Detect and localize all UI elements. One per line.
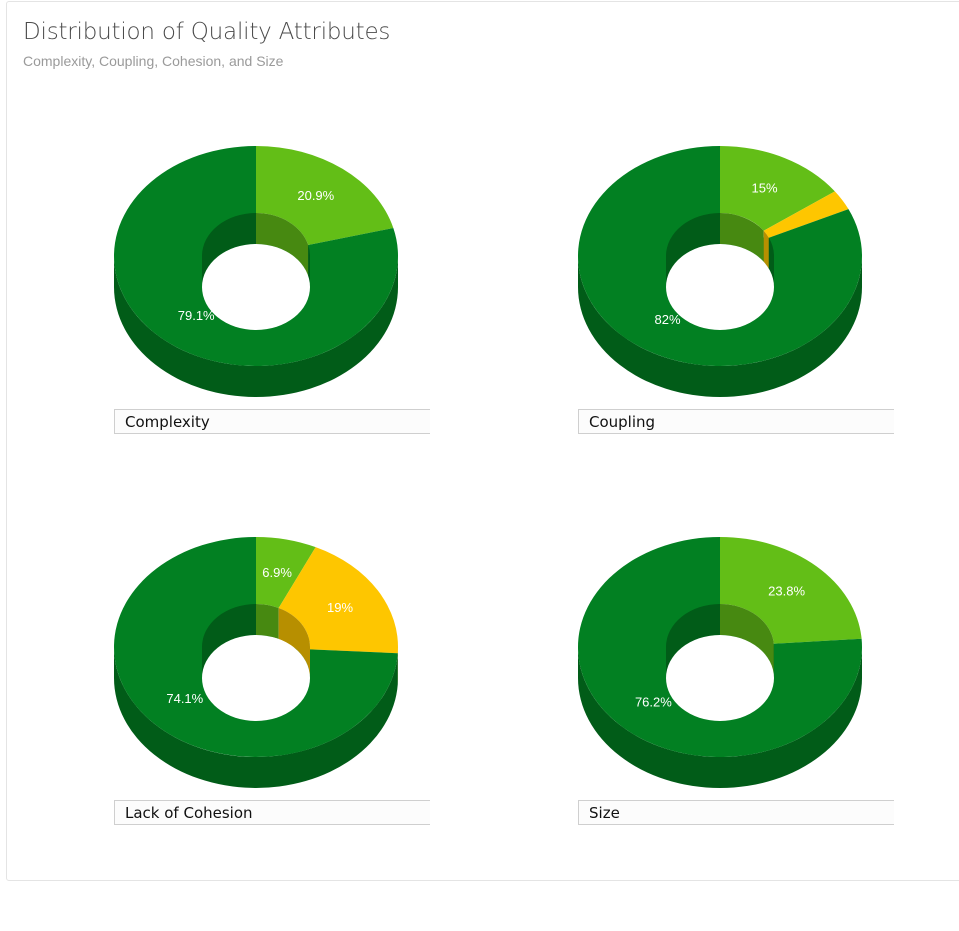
donut-chart: 6.9% 19% 74.1% bbox=[114, 531, 414, 791]
chart-label[interactable]: Coupling bbox=[578, 409, 894, 434]
chart-complexity: 20.9% 79.1% Complexity bbox=[114, 140, 474, 540]
data-label: 76.2% bbox=[635, 695, 672, 710]
data-label: 19% bbox=[327, 600, 353, 615]
pie-inner-wall bbox=[256, 604, 279, 639]
chart-label[interactable]: Size bbox=[578, 800, 894, 825]
data-label: 74.1% bbox=[166, 691, 203, 706]
page-title: Distribution of Quality Attributes bbox=[23, 19, 390, 45]
data-label: 15% bbox=[751, 180, 777, 195]
donut-chart: 23.8% 76.2% bbox=[578, 531, 878, 791]
chart-label[interactable]: Complexity bbox=[114, 409, 430, 434]
data-label: 79.1% bbox=[178, 308, 215, 323]
data-label: 20.9% bbox=[297, 188, 334, 203]
donut-chart: 15% 82% bbox=[578, 140, 878, 400]
chart-label[interactable]: Lack of Cohesion bbox=[114, 800, 430, 825]
pie-hole bbox=[666, 635, 774, 721]
donut-chart: 20.9% 79.1% bbox=[114, 140, 414, 400]
chart-lack-of-cohesion: 6.9% 19% 74.1% Lack of Cohesion bbox=[114, 531, 474, 931]
pie-hole bbox=[202, 635, 310, 721]
pie-hole bbox=[666, 244, 774, 330]
chart-coupling: 15% 82% Coupling bbox=[578, 140, 938, 540]
chart-size: 23.8% 76.2% Size bbox=[578, 531, 938, 931]
data-label: 23.8% bbox=[768, 583, 805, 598]
page-subtitle: Complexity, Coupling, Cohesion, and Size bbox=[23, 53, 283, 69]
data-label: 6.9% bbox=[262, 565, 292, 580]
data-label: 82% bbox=[654, 312, 680, 327]
pie-hole bbox=[202, 244, 310, 330]
